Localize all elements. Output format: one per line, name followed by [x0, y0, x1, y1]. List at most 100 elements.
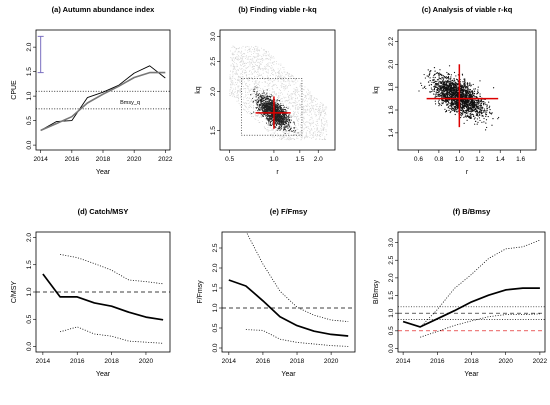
viable-point: [255, 96, 257, 98]
background-point: [267, 63, 269, 64]
background-point: [280, 84, 282, 86]
background-point: [286, 86, 288, 87]
background-point: [249, 60, 251, 62]
background-point: [241, 93, 243, 95]
background-point: [294, 126, 296, 128]
background-point: [293, 80, 295, 82]
viable-point: [456, 100, 458, 102]
background-point: [232, 68, 234, 70]
viable-point: [454, 79, 456, 82]
viable-point: [466, 96, 468, 98]
viable-point: [263, 115, 265, 118]
viable-point: [462, 89, 464, 91]
background-point: [273, 84, 275, 86]
background-point: [316, 135, 318, 137]
viable-point: [257, 105, 259, 107]
background-point: [254, 81, 256, 82]
viable-point: [261, 114, 263, 116]
background-point: [324, 115, 326, 117]
background-point: [251, 66, 253, 68]
background-point: [281, 102, 283, 104]
viable-point: [438, 84, 440, 86]
background-point: [232, 53, 234, 55]
background-point: [309, 125, 311, 127]
background-point: [287, 74, 289, 76]
viable-point: [429, 77, 431, 79]
background-point: [244, 96, 246, 98]
background-point: [280, 92, 282, 94]
background-point: [277, 70, 279, 72]
background-point: [280, 76, 282, 78]
viable-point: [448, 81, 450, 83]
viable-point: [463, 82, 465, 84]
background-point: [280, 86, 282, 88]
background-point: [268, 95, 270, 96]
viable-point: [435, 72, 438, 74]
viable-point: [446, 76, 449, 79]
background-point: [273, 70, 275, 72]
background-point: [256, 115, 257, 117]
panel-title: (a) Autumn abundance index: [52, 5, 155, 14]
background-point: [276, 139, 278, 141]
background-point: [305, 127, 307, 129]
background-point: [311, 118, 313, 120]
viable-point: [462, 112, 464, 115]
plot-content: [36, 35, 170, 132]
background-point: [306, 91, 307, 93]
viable-point: [471, 91, 473, 93]
background-point: [281, 98, 283, 100]
background-point: [259, 49, 261, 51]
background-point: [251, 68, 253, 70]
background-point: [239, 77, 241, 78]
viable-point: [429, 80, 431, 82]
viable-point: [470, 113, 472, 115]
background-point: [318, 130, 320, 132]
viable-point: [262, 102, 265, 104]
viable-point: [483, 108, 486, 110]
viable-point: [434, 82, 437, 85]
background-point: [260, 60, 262, 62]
viable-point: [441, 99, 443, 101]
background-point: [320, 132, 321, 134]
background-point: [314, 113, 316, 115]
background-point: [283, 69, 285, 71]
viable-point: [470, 115, 472, 117]
viable-point: [498, 116, 500, 119]
background-point: [305, 135, 307, 137]
background-point: [247, 66, 249, 68]
background-point: [231, 57, 233, 59]
viable-point: [463, 107, 466, 109]
background-point: [313, 99, 314, 100]
viable-point: [261, 93, 263, 95]
background-point: [278, 63, 280, 65]
background-point: [238, 79, 240, 81]
background-point: [259, 116, 260, 118]
background-point: [261, 82, 263, 83]
background-point: [235, 87, 237, 89]
background-point: [297, 123, 299, 125]
background-point: [243, 86, 245, 87]
background-point: [255, 61, 256, 63]
background-point: [259, 113, 261, 115]
background-point: [303, 120, 304, 122]
background-point: [309, 123, 311, 125]
background-point: [298, 103, 300, 105]
background-point: [300, 126, 302, 128]
background-point: [242, 56, 244, 58]
viable-point: [468, 116, 470, 118]
background-point: [292, 113, 294, 115]
background-point: [231, 59, 233, 61]
viable-point: [292, 130, 295, 132]
background-point: [234, 91, 236, 92]
background-point: [284, 100, 286, 102]
viable-point: [438, 88, 440, 90]
background-point: [266, 129, 268, 131]
viable-point: [448, 102, 450, 104]
viable-point: [446, 104, 448, 106]
background-point: [307, 93, 309, 95]
background-point: [295, 104, 297, 106]
background-point: [287, 137, 289, 138]
y-tick-label: 1.8: [388, 82, 395, 91]
viable-point: [267, 97, 269, 100]
viable-point: [436, 88, 439, 90]
